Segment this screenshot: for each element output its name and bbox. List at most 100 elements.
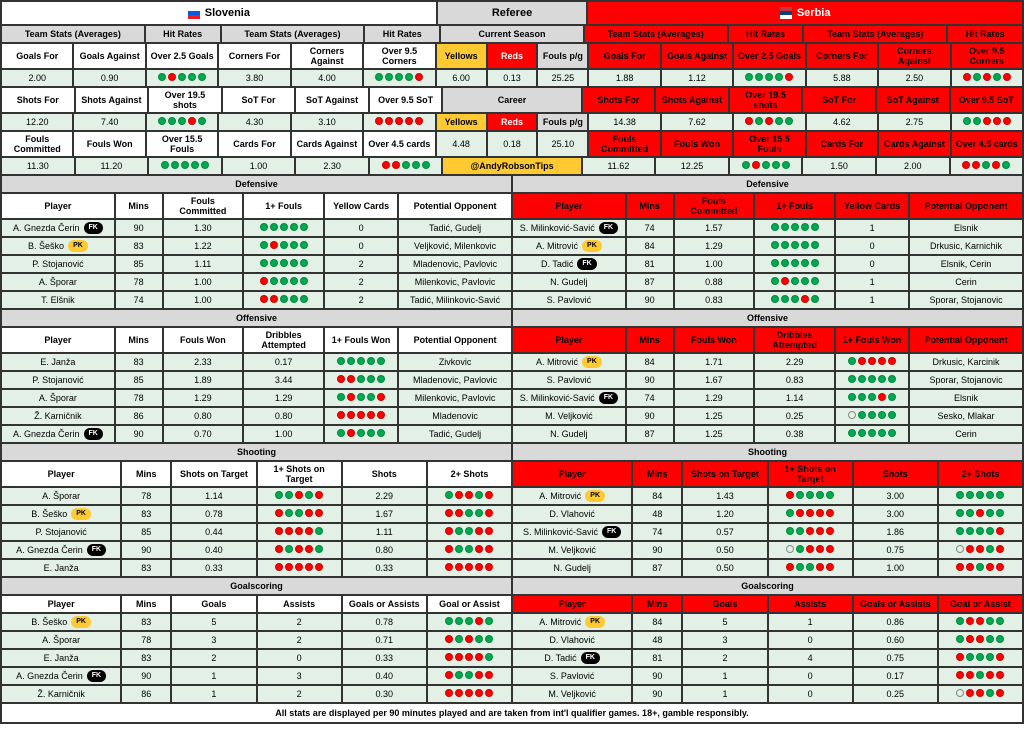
- section-hdr: PlayerMinsFouls Committed1+ FoulsYellow …: [1, 193, 1023, 219]
- cell: 87: [632, 559, 682, 577]
- c: [729, 157, 803, 175]
- cell: 3.00: [853, 487, 938, 505]
- stat-row: 11.3011.201.002.30@AndyRobsonTips11.6212…: [1, 157, 1023, 175]
- fk-badge: FK: [84, 428, 103, 440]
- cell: 1: [768, 613, 853, 631]
- ref-cell: 0.13: [487, 69, 538, 87]
- hit-dots: [961, 161, 1011, 171]
- cell: [257, 523, 342, 541]
- col-hdr: Fouls Won: [163, 327, 244, 353]
- cell: [427, 649, 512, 667]
- c: Shots Against: [655, 87, 729, 113]
- cell: 1.00: [674, 255, 755, 273]
- hit-dots: [955, 491, 1005, 501]
- hdr: Team Stats (Averages): [1, 25, 145, 43]
- c: 12.20: [1, 113, 73, 131]
- hdr: Team Stats (Averages): [584, 25, 728, 43]
- cell: 48: [632, 631, 682, 649]
- hit-dots: [274, 491, 324, 501]
- cell: 1.00: [163, 291, 244, 309]
- cell: 90: [121, 667, 171, 685]
- cell: Cerin: [909, 425, 1023, 443]
- cell: 78: [121, 631, 171, 649]
- hit-dots: [955, 563, 1005, 573]
- cell: 0: [768, 685, 853, 703]
- cell: [938, 523, 1023, 541]
- cell: 83: [121, 505, 171, 523]
- c: Over 19.5 shots: [729, 87, 803, 113]
- cell: [427, 685, 512, 703]
- hit-dots: [336, 393, 386, 403]
- hit-dots: [259, 277, 309, 287]
- hit-dots: [770, 295, 820, 305]
- cell: [768, 523, 853, 541]
- ref-cell: Yellows: [436, 113, 487, 131]
- cell: [754, 237, 835, 255]
- col-hdr: Dribbles Attempted: [243, 327, 324, 353]
- hit-dots: [955, 671, 1005, 681]
- cell: 0.71: [342, 631, 427, 649]
- cell: 0.40: [342, 667, 427, 685]
- player-row: A. Šporar78320.71D. Vlahović48300.60: [1, 631, 1023, 649]
- cell: 90: [626, 371, 674, 389]
- cell: 1.29: [674, 389, 755, 407]
- cell: Mladenovic, Pavlovic: [398, 371, 512, 389]
- c: Corners Against: [291, 43, 363, 69]
- cell: M. Veljković: [512, 685, 632, 703]
- col-hdr: Goals: [682, 595, 767, 613]
- col-hdr: Mins: [121, 595, 171, 613]
- cell: 90: [121, 541, 171, 559]
- cell: [835, 389, 909, 407]
- hit-dots: [785, 545, 835, 555]
- fk-badge: FK: [87, 544, 106, 556]
- c: Corners For: [218, 43, 290, 69]
- cell: 0: [835, 237, 909, 255]
- cell: 84: [626, 353, 674, 371]
- cell: 84: [632, 487, 682, 505]
- cell: 1.57: [674, 219, 755, 237]
- hit-dots: [274, 527, 324, 537]
- cell: 1.00: [853, 559, 938, 577]
- player-row: B. ŠeškoPK83520.78A. MitrovićPK84510.86: [1, 613, 1023, 631]
- c: 0.90: [73, 69, 145, 87]
- cell: 85: [121, 523, 171, 541]
- cell: 1.30: [163, 219, 244, 237]
- cell: A. Šporar: [1, 273, 115, 291]
- pk-badge: PK: [71, 508, 91, 520]
- hit-dots: [770, 223, 820, 233]
- cell: [427, 631, 512, 649]
- team-right-title: Serbia: [587, 1, 1023, 25]
- stat-row: Shots ForShots AgainstOver 19.5 shotsSoT…: [1, 87, 1023, 113]
- cell: Mladenovic: [398, 407, 512, 425]
- cell: [835, 371, 909, 389]
- cell: A. MitrovićPK: [512, 237, 626, 255]
- col-hdr: Goal or Assist: [938, 595, 1023, 613]
- cell: A. Gnezda ČerinFK: [1, 541, 121, 559]
- cell: Zivkovic: [398, 353, 512, 371]
- cell: 0: [835, 255, 909, 273]
- cell: 1.25: [674, 407, 755, 425]
- fk-badge: FK: [87, 670, 106, 682]
- fk-badge: FK: [577, 258, 596, 270]
- cell: A. Gnezda ČerinFK: [1, 667, 121, 685]
- fk-badge: FK: [581, 652, 600, 664]
- footer-note: All stats are displayed per 90 minutes p…: [1, 703, 1023, 723]
- fk-badge: FK: [599, 392, 618, 404]
- section-title: Goalscoring: [1, 577, 512, 595]
- hdr: Hit Rates: [145, 25, 221, 43]
- cell: 0: [324, 219, 398, 237]
- hit-dots: [274, 509, 324, 519]
- hit-dots: [955, 617, 1005, 627]
- cell: 2: [324, 291, 398, 309]
- cell: D. TadićFK: [512, 649, 632, 667]
- team-left-title: Slovenia: [1, 1, 437, 25]
- cell: 2: [324, 273, 398, 291]
- cell: [754, 273, 835, 291]
- hit-dots: [955, 689, 1005, 699]
- cell: 0.17: [243, 353, 324, 371]
- cell: A. MitrovićPK: [512, 487, 632, 505]
- cell: [324, 425, 398, 443]
- c: SoT For: [802, 87, 876, 113]
- player-row: A. Šporar781.142.29A. MitrovićPK841.433.…: [1, 487, 1023, 505]
- col-hdr: Yellow Cards: [324, 193, 398, 219]
